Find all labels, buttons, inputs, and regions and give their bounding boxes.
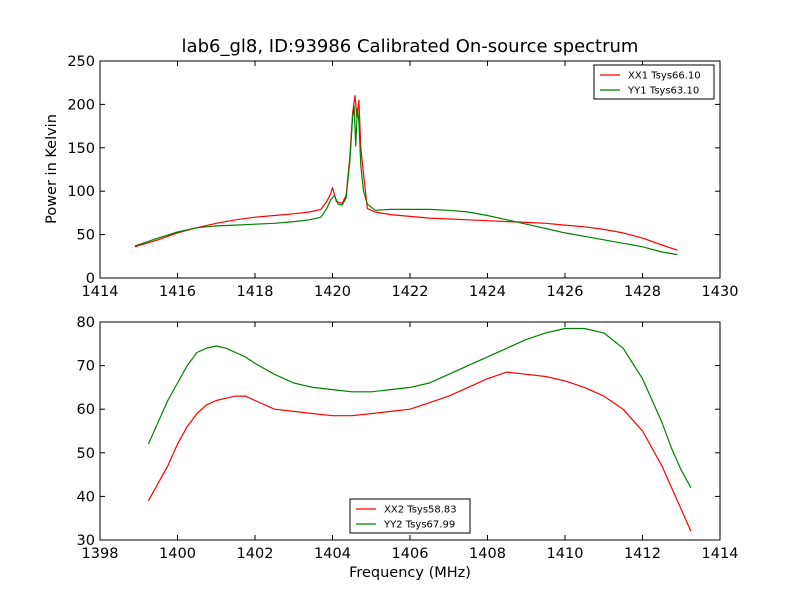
top-x-tick-label: 1418 — [237, 284, 274, 300]
bottom-panel: Frequency (MHz) 1398 1400 1402 1404 1406 1408… — [77, 315, 739, 581]
chart-title: lab6_gl8, ID:93986 Calibrated On-source … — [182, 36, 639, 57]
top-y-tick-label: 150 — [67, 141, 95, 157]
bottom-x-axis-label: Frequency (MHz) — [349, 565, 471, 581]
top-x-tick-label: 1424 — [469, 284, 506, 300]
bottom-series-line-1 — [147, 371, 692, 532]
top-y-tick-label: 250 — [67, 54, 95, 70]
top-x-tick-label: 1430 — [702, 284, 739, 300]
bottom-series-line-2 — [147, 327, 692, 488]
top-x-tick-label: 1414 — [82, 284, 119, 300]
top-x-tick-label: 1420 — [314, 284, 351, 300]
bottom-legend-label-2: YY2 Tsys67.99 — [383, 520, 455, 531]
bottom-x-tick-label: 1410 — [547, 546, 584, 562]
top-y-tick-label: 200 — [67, 97, 95, 113]
top-x-tick-label: 1416 — [159, 284, 196, 300]
bottom-y-tick-label: 80 — [77, 315, 95, 331]
bottom-x-tick-label: 1398 — [82, 546, 119, 562]
bottom-y-tick-label: 60 — [77, 402, 95, 418]
bottom-x-tick-label: 1408 — [469, 546, 506, 562]
bottom-legend-box — [349, 498, 471, 534]
top-panel: Power in Kelvin 1414 1416 1418 1420 1422 1424… — [44, 54, 738, 300]
top-legend-label-1: XX1 Tsys66.10 — [628, 71, 701, 82]
bottom-x-tick-label: 1402 — [237, 546, 274, 562]
bottom-y-tick-label: 30 — [77, 533, 95, 549]
top-x-tick-label: 1422 — [392, 284, 429, 300]
bottom-x-tick-label: 1414 — [702, 546, 739, 562]
top-y-axis-label: Power in Kelvin — [44, 114, 60, 224]
bottom-x-tick-label: 1404 — [314, 546, 351, 562]
top-y-tick-label: 100 — [67, 184, 95, 200]
top-y-tick-label: 50 — [77, 228, 95, 244]
bottom-x-tick-label: 1412 — [624, 546, 661, 562]
top-y-tick-label: 0 — [86, 271, 95, 287]
top-series-line-2 — [134, 105, 678, 256]
top-x-tick-label: 1428 — [624, 284, 661, 300]
top-legend-box — [593, 64, 715, 100]
bottom-x-tick-label: 1400 — [159, 546, 196, 562]
bottom-legend-label-1: XX2 Tsys58.83 — [384, 505, 457, 516]
bottom-y-tick-label: 50 — [77, 446, 95, 462]
bottom-x-tick-label: 1406 — [392, 546, 429, 562]
bottom-y-tick-label: 70 — [77, 359, 95, 375]
top-legend-label-2: YY1 Tsys63.10 — [627, 86, 699, 97]
bottom-y-tick-label: 40 — [77, 489, 95, 505]
top-x-tick-label: 1426 — [547, 284, 584, 300]
